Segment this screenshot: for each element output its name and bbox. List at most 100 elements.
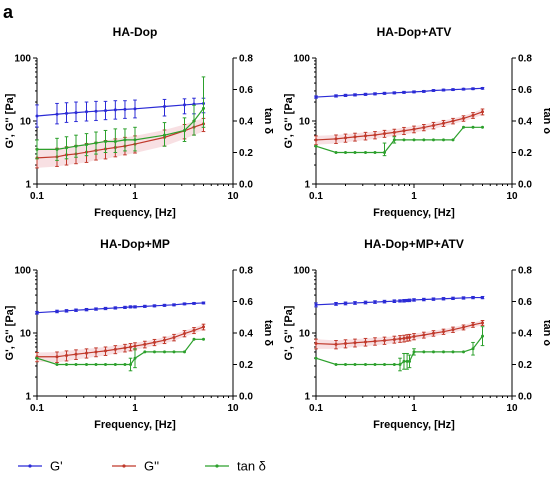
- y2-tick-label: 0.6: [518, 85, 532, 96]
- y-tick-label: 10: [20, 329, 32, 340]
- data-point: [143, 304, 147, 308]
- series-line: [315, 296, 483, 306]
- data-point: [103, 109, 107, 113]
- y-tick-label: 100: [293, 266, 310, 277]
- legend-marker: [215, 464, 219, 468]
- chart-title: HA-Dop: [113, 25, 158, 39]
- data-point: [405, 298, 409, 302]
- data-point: [353, 341, 357, 345]
- series-G_prime: [314, 86, 485, 99]
- data-point: [364, 92, 368, 96]
- data-point: [402, 336, 406, 340]
- data-point: [402, 299, 406, 303]
- data-point: [373, 363, 377, 366]
- data-point: [382, 91, 386, 95]
- data-point: [364, 134, 368, 138]
- data-point: [402, 359, 406, 363]
- data-point: [35, 114, 39, 118]
- x-axis-label: Frequency, [Hz]: [373, 207, 455, 219]
- data-point: [103, 306, 107, 310]
- data-point: [405, 336, 409, 340]
- y2-tick-label: 0.0: [518, 392, 532, 403]
- data-point: [480, 334, 484, 338]
- data-point: [442, 297, 446, 301]
- data-point: [382, 339, 386, 343]
- x-tick-label: 10: [506, 191, 518, 202]
- data-point: [314, 342, 318, 346]
- chart-title: HA-Dop+MP+ATV: [364, 237, 464, 251]
- data-point: [412, 127, 416, 131]
- series-G_double_prime: [35, 117, 206, 169]
- data-point: [405, 359, 409, 363]
- data-point: [392, 299, 396, 303]
- y-tick-label: 1: [25, 392, 31, 403]
- data-point: [94, 363, 98, 366]
- data-point: [314, 138, 318, 142]
- data-point: [35, 147, 39, 151]
- data-point: [129, 305, 133, 309]
- data-point: [172, 335, 176, 339]
- data-point: [201, 106, 205, 110]
- data-point: [431, 123, 435, 127]
- legend: G' G'' tan δ: [18, 459, 266, 474]
- data-point: [74, 352, 78, 356]
- data-point: [129, 363, 133, 366]
- y2-tick-label: 0.2: [239, 148, 253, 159]
- error-band: [316, 109, 483, 145]
- y-tick-label: 100: [14, 266, 31, 277]
- legend-item-G_prime: G': [18, 459, 63, 474]
- data-point: [35, 311, 39, 315]
- series-line: [37, 108, 204, 150]
- data-point: [113, 139, 117, 143]
- y2-axis-label: tan δ: [262, 320, 274, 347]
- data-point: [113, 363, 117, 366]
- data-point: [480, 86, 484, 90]
- data-point: [85, 143, 89, 147]
- data-point: [314, 144, 318, 148]
- x-axis-label: Frequency, [Hz]: [373, 419, 455, 431]
- series-line: [36, 123, 204, 159]
- data-point: [422, 125, 426, 129]
- y2-tick-label: 0.8: [518, 266, 532, 277]
- data-point: [442, 138, 446, 142]
- data-point: [471, 347, 475, 351]
- legend-label: tan δ: [237, 459, 266, 474]
- series-line: [315, 322, 483, 345]
- data-point: [353, 301, 357, 305]
- x-tick-label: 0.1: [309, 403, 323, 414]
- data-point: [408, 298, 412, 302]
- data-point: [183, 332, 187, 336]
- data-point: [133, 138, 137, 142]
- y2-tick-label: 0.8: [239, 54, 253, 65]
- data-point: [373, 151, 377, 154]
- data-point: [113, 108, 117, 112]
- data-point: [123, 363, 127, 366]
- data-point: [123, 305, 127, 309]
- data-point: [103, 349, 107, 353]
- data-point: [462, 87, 466, 91]
- data-point: [364, 340, 368, 344]
- data-point: [143, 350, 147, 354]
- x-tick-label: 10: [506, 403, 518, 414]
- data-point: [143, 342, 147, 346]
- y-tick-label: 10: [299, 117, 311, 128]
- data-point: [314, 356, 318, 360]
- data-point: [373, 300, 377, 304]
- x-tick-label: 0.1: [309, 191, 323, 202]
- data-point: [382, 132, 386, 136]
- data-point: [480, 125, 484, 129]
- data-point: [74, 308, 78, 312]
- data-point: [129, 345, 133, 349]
- y-tick-label: 1: [304, 180, 310, 191]
- data-point: [344, 363, 348, 366]
- data-point: [480, 296, 484, 300]
- data-point: [412, 334, 416, 338]
- data-point: [398, 337, 402, 341]
- y2-tick-label: 0.2: [518, 360, 532, 371]
- data-point: [422, 350, 426, 354]
- data-point: [353, 135, 357, 139]
- data-point: [152, 340, 156, 344]
- data-point: [123, 107, 127, 111]
